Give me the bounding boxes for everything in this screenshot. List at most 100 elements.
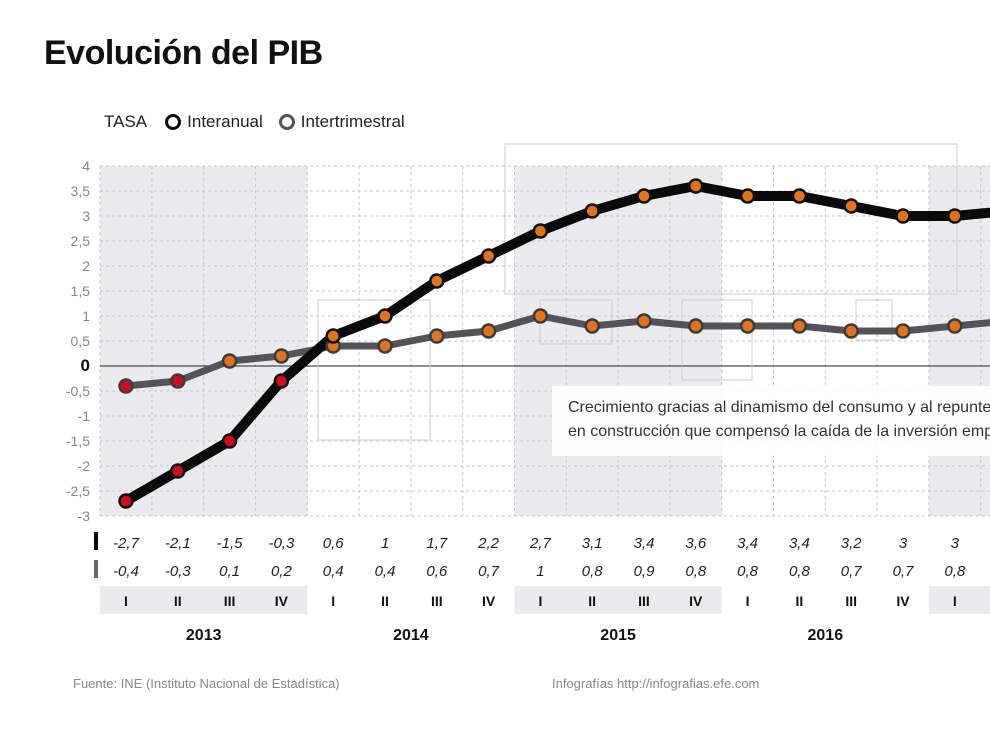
table-value-intertrimestral: 0,8 <box>685 563 707 580</box>
data-point-interanual <box>429 273 445 289</box>
data-point-interanual <box>843 198 859 214</box>
quarter-label: III <box>224 593 236 609</box>
quarter-label: II <box>174 593 182 609</box>
table-value-interanual: 3,6 <box>685 535 707 552</box>
table-value-intertrimestral: 0,7 <box>478 563 500 580</box>
y-tick-label: 0 <box>81 356 90 375</box>
data-point-intertrimestral <box>273 348 290 364</box>
data-point-intertrimestral <box>688 318 704 334</box>
legend-text-interanual: Interanual <box>187 112 263 131</box>
table-row-marker <box>94 560 98 578</box>
quarter-label: II <box>381 593 389 609</box>
data-point-interanual <box>895 208 911 224</box>
table-value-intertrimestral: 0,7 <box>841 563 863 580</box>
table-value-interanual: 3 <box>951 535 960 552</box>
y-tick-label: -0,5 <box>66 383 90 399</box>
data-point-interanual <box>532 223 549 239</box>
series-line-interanual <box>121 181 990 506</box>
quarter-band <box>100 586 308 614</box>
table-value-intertrimestral: 0,4 <box>375 563 396 580</box>
data-point-intertrimestral <box>895 323 911 339</box>
data-point-interanual <box>791 188 808 204</box>
legend: TASA Interanual Intertrimestral <box>104 112 421 132</box>
table-value-intertrimestral: 0,6 <box>426 563 448 580</box>
table-value-intertrimestral: 1 <box>536 563 544 580</box>
year-label: 2014 <box>393 627 429 644</box>
y-tick-label: -1 <box>78 408 91 424</box>
y-tick-label: 3,5 <box>71 183 91 199</box>
y-tick-label: 3 <box>82 208 90 224</box>
y-tick-label: 1 <box>82 308 90 324</box>
legend-item-intertrimestral: Intertrimestral <box>278 112 405 132</box>
quarter-label: III <box>431 593 443 609</box>
quarter-label: III <box>638 593 650 609</box>
data-point-interanual <box>480 248 497 264</box>
table-value-intertrimestral: 0,7 <box>893 563 915 580</box>
quarter-label: IV <box>689 593 703 609</box>
data-point-interanual <box>377 308 393 324</box>
data-point-intertrimestral <box>947 318 963 334</box>
table-row-marker <box>94 532 98 550</box>
data-point-interanual <box>273 373 290 389</box>
y-tick-label: -3 <box>78 508 91 524</box>
y-tick-label: -1,5 <box>66 433 90 449</box>
table-value-intertrimestral: 0,1 <box>219 563 240 580</box>
table-value-intertrimestral: -0,3 <box>165 563 192 580</box>
y-tick-label: 2 <box>82 258 90 274</box>
data-point-intertrimestral <box>170 373 186 389</box>
quarter-label: I <box>746 593 750 609</box>
quarter-label: I <box>124 593 128 609</box>
data-point-intertrimestral <box>221 353 238 369</box>
quarter-label: IV <box>896 593 910 609</box>
table-value-interanual: 0,6 <box>323 535 345 552</box>
legend-marker-interanual <box>165 114 182 130</box>
legend-item-interanual: Interanual <box>165 112 263 132</box>
table-value-intertrimestral: 0,2 <box>271 563 293 580</box>
table-value-interanual: -2,1 <box>165 535 191 552</box>
y-tick-label: 0,5 <box>71 333 91 349</box>
table-value-interanual: 1,7 <box>426 535 448 552</box>
data-point-interanual <box>739 188 756 204</box>
table-value-interanual: 1 <box>381 535 389 552</box>
year-label: 2016 <box>808 627 844 644</box>
quarter-label: I <box>538 593 542 609</box>
quarter-label: II <box>796 593 804 609</box>
data-point-interanual <box>947 208 963 224</box>
data-point-intertrimestral <box>739 318 756 334</box>
data-point-interanual <box>118 493 134 509</box>
legend-text-intertrimestral: Intertrimestral <box>300 112 405 131</box>
quarter-label: I <box>331 593 335 609</box>
table-value-intertrimestral: 0,9 <box>634 563 656 580</box>
table-value-interanual: 3 <box>899 535 908 552</box>
annotation-callout: Crecimiento gracias al dinamismo del con… <box>552 386 990 456</box>
data-point-interanual <box>584 203 600 219</box>
data-point-interanual <box>325 328 341 344</box>
quarter-label: II <box>588 593 596 609</box>
table-value-intertrimestral: 0,4 <box>323 563 344 580</box>
credit-note: Infografías http://infografias.efe.com <box>552 676 760 691</box>
data-point-intertrimestral <box>843 323 859 339</box>
table-value-interanual: 3,4 <box>634 535 655 552</box>
legend-label: TASA <box>104 112 148 131</box>
data-point-interanual <box>636 188 652 204</box>
y-tick-label: 1,5 <box>71 283 91 299</box>
y-tick-label: 4 <box>82 158 90 174</box>
table-value-interanual: 3,4 <box>737 535 758 552</box>
quarter-band <box>514 586 722 614</box>
table-value-interanual: -1,5 <box>217 535 244 552</box>
year-label: 2015 <box>600 627 636 644</box>
data-point-intertrimestral <box>584 318 600 334</box>
table-value-intertrimestral: 0,8 <box>789 563 811 580</box>
year-label: 2013 <box>186 627 222 644</box>
page-title: Evolución del PIB <box>44 34 323 72</box>
quarter-band <box>928 586 990 614</box>
source-note: Fuente: INE (Instituto Nacional de Estad… <box>73 676 340 691</box>
table-value-intertrimestral: 0,8 <box>737 563 759 580</box>
table-value-intertrimestral: -0,4 <box>113 563 139 580</box>
data-point-intertrimestral <box>532 308 549 324</box>
table-value-intertrimestral: 0,8 <box>944 563 966 580</box>
watermark-shape <box>855 299 893 341</box>
annotation-line-1: Crecimiento gracias al dinamismo del con… <box>568 399 990 416</box>
legend-marker-intertrimestral <box>278 114 295 130</box>
